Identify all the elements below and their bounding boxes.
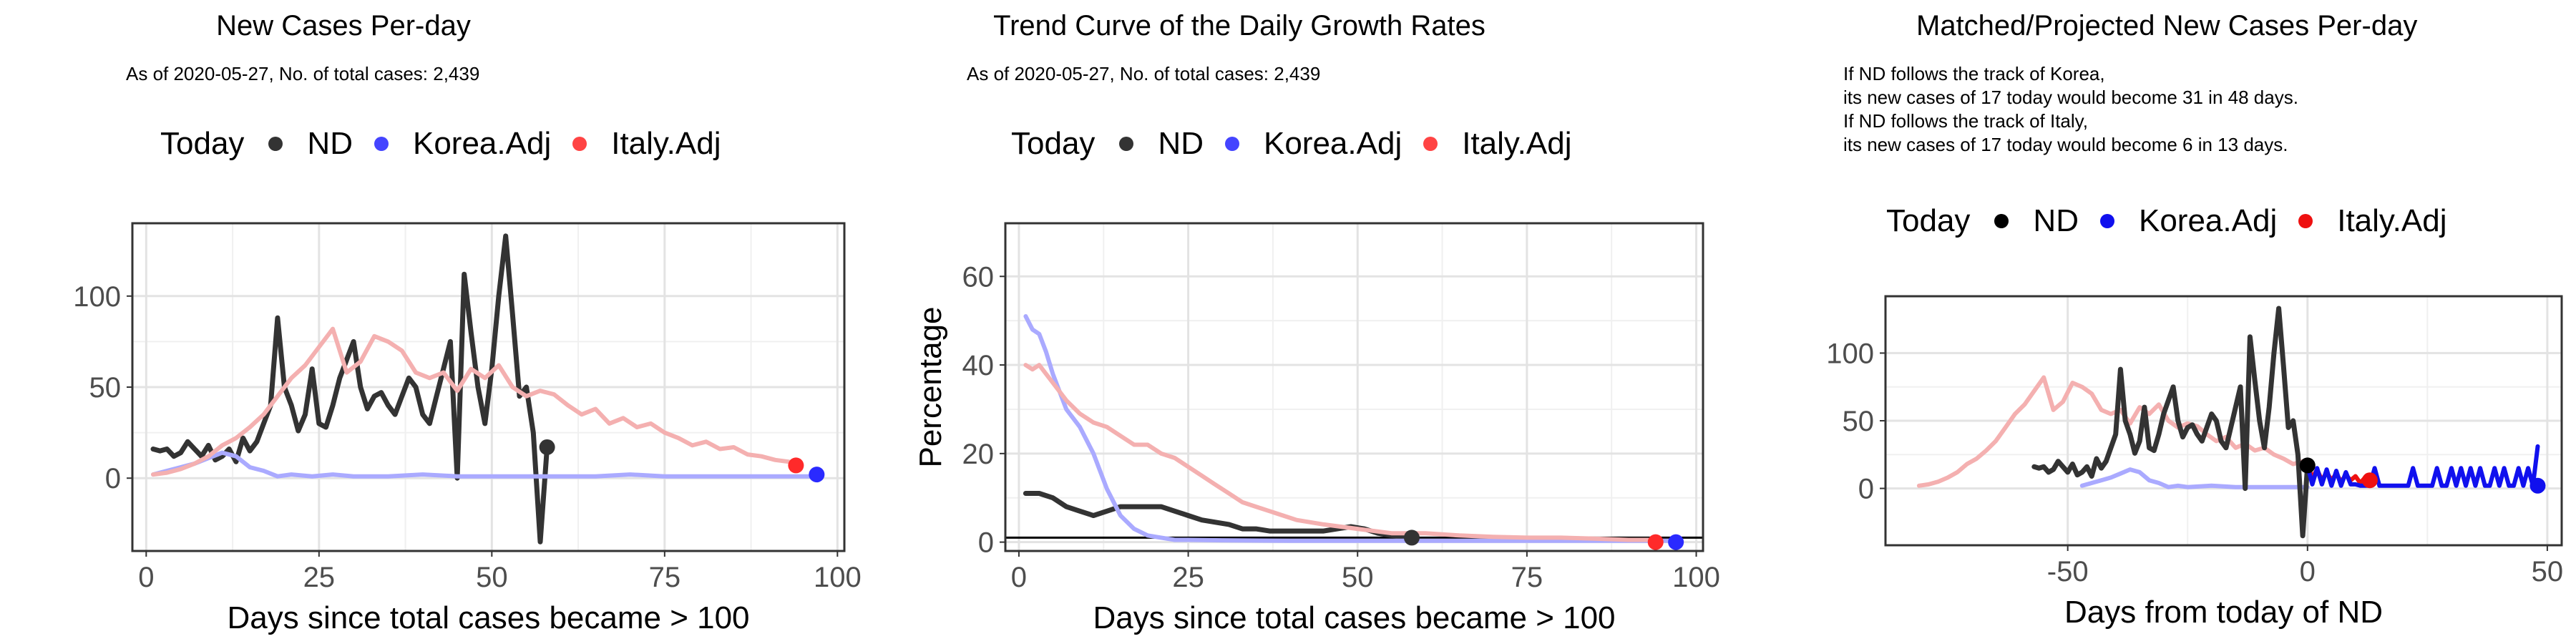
x-tick-label: 0 xyxy=(2300,556,2316,587)
legend-item-nd: ND xyxy=(1994,203,2079,239)
y-tick-label: 0 xyxy=(1858,474,1874,505)
x-tick-label: 75 xyxy=(1511,562,1543,593)
legend-dot xyxy=(374,137,389,151)
legend-label: ND xyxy=(1158,126,1204,161)
today-point xyxy=(788,457,804,474)
y-tick-label: 60 xyxy=(962,261,995,293)
y-tick-label: 0 xyxy=(978,527,994,559)
x-tick-label: 25 xyxy=(1172,562,1204,593)
legend-item-korea: Korea.Adj xyxy=(374,126,551,162)
legend-dot xyxy=(2099,214,2114,228)
today-point xyxy=(2529,477,2546,494)
x-tick-label: 100 xyxy=(814,562,862,593)
legend-label: Italy.Adj xyxy=(611,126,721,161)
legend-item-italy: Italy.Adj xyxy=(1423,126,1571,162)
series-line xyxy=(2305,444,2540,488)
x-axis-title: Days from today of ND xyxy=(2064,595,2383,630)
series-line xyxy=(2079,467,2310,489)
chart-subtitle-line: If ND follows the track of Korea, xyxy=(1843,63,2105,84)
legend-title: Today xyxy=(160,126,245,161)
plot-border xyxy=(131,222,846,552)
legend-dot xyxy=(572,137,587,151)
legend-label: Korea.Adj xyxy=(2138,203,2278,238)
panel-new-cases: New Cases Per-day As of 2020-05-27, No. … xyxy=(0,0,859,644)
chart-subtitle-line: If ND follows the track of Italy, xyxy=(1843,110,2088,132)
legend-label: Korea.Adj xyxy=(1263,126,1402,161)
legend-title: Today xyxy=(1886,203,1971,238)
legend-item-italy: Italy.Adj xyxy=(572,126,721,162)
today-point xyxy=(1647,534,1664,550)
y-tick-label: 20 xyxy=(962,439,995,470)
legend-item-korea: Korea.Adj xyxy=(1224,126,1402,162)
series-line xyxy=(2031,306,2311,539)
chart-title: Trend Curve of the Daily Growth Rates xyxy=(993,10,1485,42)
chart-subtitle: As of 2020-05-27, No. of total cases: 2,… xyxy=(126,63,480,84)
legend-item-nd: ND xyxy=(268,126,353,162)
legend: Today ND Korea.Adj Italy.Adj xyxy=(160,126,742,162)
y-tick-label: 100 xyxy=(73,281,121,313)
today-point xyxy=(1668,534,1684,550)
legend-label: Italy.Adj xyxy=(2337,203,2447,238)
today-point xyxy=(1403,530,1420,546)
y-tick-label: 40 xyxy=(962,350,995,381)
chart-subtitle-line: its new cases of 17 today would become 3… xyxy=(1843,87,2298,108)
legend-title: Today xyxy=(1011,126,1096,161)
y-axis-title: Percentage xyxy=(913,306,948,467)
chart-title: New Cases Per-day xyxy=(216,10,471,42)
legend-label: ND xyxy=(307,126,353,161)
x-tick-label: 0 xyxy=(1011,562,1027,593)
legend-dot xyxy=(268,137,283,151)
legend-dot xyxy=(1224,137,1239,151)
series-line xyxy=(151,450,819,479)
x-tick-label: 50 xyxy=(1342,562,1374,593)
today-point xyxy=(539,439,555,455)
legend-dot xyxy=(1119,137,1134,151)
series-line xyxy=(1023,363,1658,542)
legend-label: Korea.Adj xyxy=(412,126,552,161)
today-point xyxy=(2299,457,2316,474)
x-tick-label: 50 xyxy=(2532,556,2564,587)
series-line xyxy=(150,233,550,545)
legend-dot xyxy=(1423,137,1438,151)
legend-item-korea: Korea.Adj xyxy=(2099,203,2278,239)
y-tick-label: 0 xyxy=(105,463,121,494)
legend-label: Italy.Adj xyxy=(1462,126,1572,161)
series-line xyxy=(1023,314,1679,543)
legend: Today ND Korea.Adj Italy.Adj xyxy=(1011,126,1593,162)
x-tick-label: 25 xyxy=(303,562,336,593)
legend-item-italy: Italy.Adj xyxy=(2298,203,2446,239)
legend-dot xyxy=(2298,214,2313,228)
series-line xyxy=(151,326,799,477)
x-tick-label: -50 xyxy=(2047,556,2089,587)
legend-dot xyxy=(1994,214,2009,228)
plot-border xyxy=(1004,222,1704,552)
chart-subtitle: As of 2020-05-27, No. of total cases: 2,… xyxy=(967,63,1321,84)
plot-border xyxy=(1884,295,2563,547)
chart-title: Matched/Projected New Cases Per-day xyxy=(1916,10,2418,42)
panel-projected-cases: Matched/Projected New Cases Per-day If N… xyxy=(1717,0,2576,644)
today-point xyxy=(2361,472,2378,489)
legend-label: ND xyxy=(2033,203,2079,238)
panel-growth-rates: Trend Curve of the Daily Growth Rates As… xyxy=(859,0,1717,644)
x-axis-title: Days since total cases became > 100 xyxy=(227,600,749,635)
y-tick-label: 50 xyxy=(1843,406,1875,437)
x-tick-label: 0 xyxy=(138,562,154,593)
y-tick-label: 100 xyxy=(1826,338,1874,369)
x-axis-title: Days since total cases became > 100 xyxy=(1093,600,1615,635)
x-tick-label: 50 xyxy=(476,562,508,593)
legend: Today ND Korea.Adj Italy.Adj xyxy=(1886,203,2468,239)
today-point xyxy=(809,467,825,483)
x-tick-label: 100 xyxy=(1672,562,1720,593)
y-tick-label: 50 xyxy=(89,372,122,404)
chart-subtitle-line: its new cases of 17 today would become 6… xyxy=(1843,134,2288,155)
x-tick-label: 75 xyxy=(649,562,681,593)
legend-item-nd: ND xyxy=(1119,126,1204,162)
